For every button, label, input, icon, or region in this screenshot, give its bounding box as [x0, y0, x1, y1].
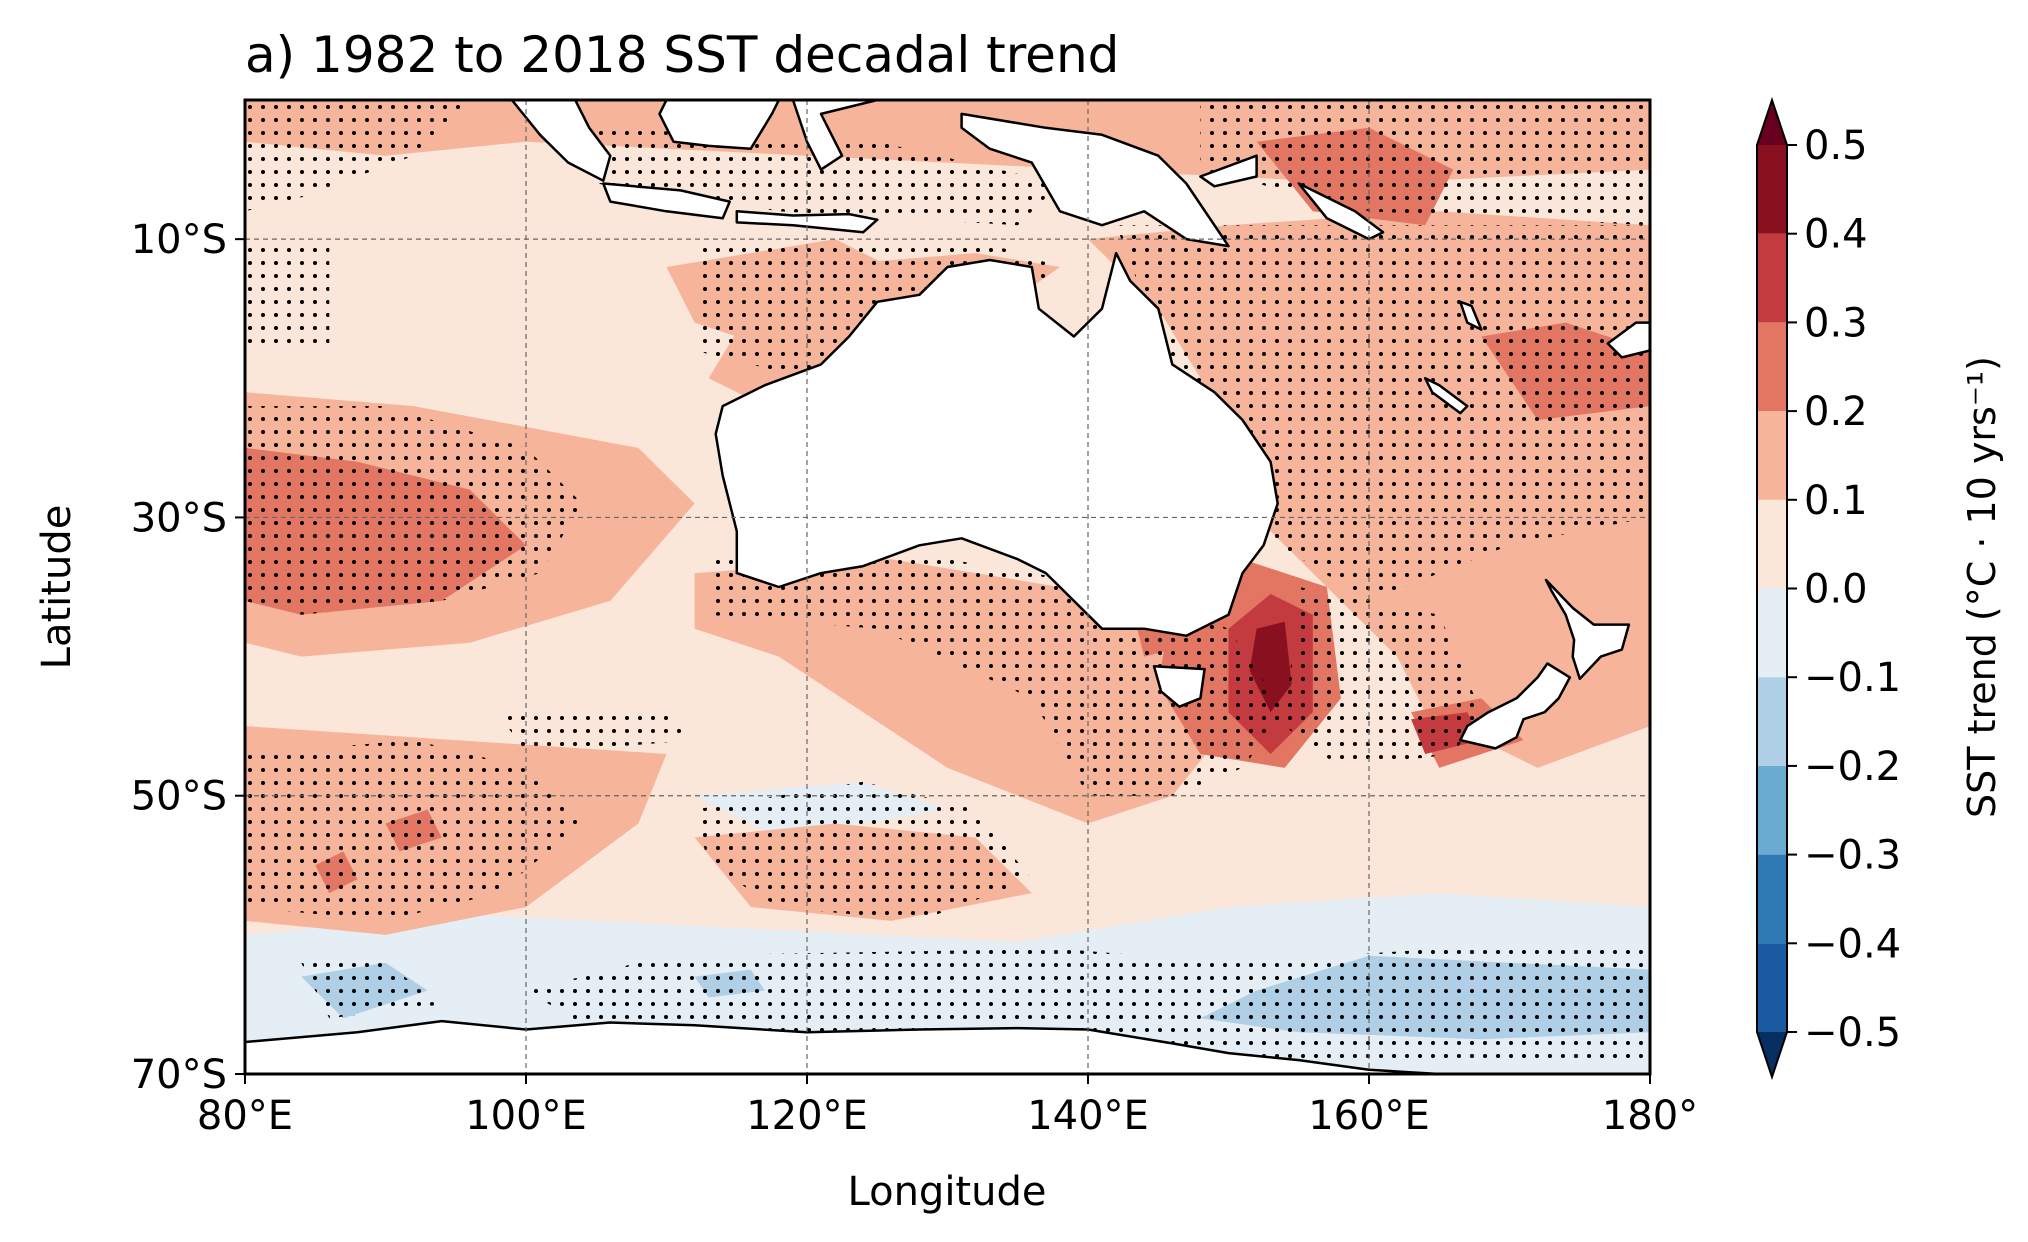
x-axis-ticks: 80°E 100°E 120°E 140°E 160°E 180° [197, 1074, 1698, 1139]
y-axis-label: Latitude [34, 505, 80, 670]
sulawesi-landmass [791, 100, 879, 171]
colorbar-tick-label-0: −0.5 [1804, 1010, 1901, 1056]
stipple-region-1 [245, 239, 330, 351]
colorbar-segment-2 [1757, 765, 1787, 855]
colorbar-segment-9 [1757, 145, 1787, 234]
x-tick-label-120: 120°E [746, 1093, 868, 1139]
y-tick-label-10: 10°S [131, 217, 227, 263]
stipple-region-9 [245, 740, 583, 921]
landmasses [245, 100, 1650, 1074]
map-panel [245, 100, 1650, 1074]
y-tick-label-50: 50°S [131, 774, 227, 820]
colorbar-tick-label-8: 0.3 [1804, 300, 1868, 346]
colorbar-tick-label-1: −0.4 [1804, 921, 1901, 967]
colorbar-segment-4 [1757, 588, 1787, 678]
map-frame [243, 98, 1652, 1076]
colorbar-segment-0 [1757, 943, 1787, 1032]
colorbar-segment-5 [1757, 499, 1787, 589]
y-tick-label-70: 70°S [131, 1052, 227, 1098]
colorbar-tick-label-3: −0.2 [1804, 744, 1901, 790]
nz-south-island [1459, 662, 1572, 750]
stipple-region-8 [1284, 587, 1482, 768]
colorbar-tick-label-2: −0.3 [1804, 833, 1901, 879]
colorbar-tick-label-6: 0.1 [1804, 478, 1868, 524]
x-tick-label-160: 160°E [1308, 1093, 1430, 1139]
new-guinea-landmass [960, 112, 1230, 248]
colorbar-segment-6 [1757, 411, 1787, 500]
colorbar: −0.5 −0.4 −0.3 −0.2 −0.1 0.0 0.1 0.2 0.3 0.4 0.5 [1756, 96, 1901, 1081]
colorbar-extend-min [1757, 1032, 1787, 1077]
colorbar-tick-label-4: −0.1 [1804, 655, 1901, 701]
antarctica-landmass [245, 1019, 1650, 1074]
x-tick-label-140: 140°E [1027, 1093, 1149, 1139]
colorbar-tick-label-7: 0.2 [1804, 389, 1868, 435]
x-tick-label-180: 180° [1602, 1093, 1698, 1139]
colorbar-segment-3 [1757, 677, 1787, 766]
stipple-region-0 [245, 100, 470, 212]
x-tick-label-80: 80°E [197, 1093, 293, 1139]
colorbar-segment-8 [1757, 233, 1787, 323]
colorbar-label: SST trend (°C · 10 yrs⁻¹) [1960, 356, 2004, 818]
colorbar-extend-max [1757, 100, 1787, 145]
stipple-region-13 [497, 712, 695, 754]
colorbar-tick-label-10: 0.5 [1804, 123, 1868, 169]
nz-north-island [1544, 578, 1631, 681]
colorbar-segment-7 [1757, 322, 1787, 412]
y-axis-ticks: 10°S 30°S 50°S 70°S [131, 217, 245, 1098]
chart-title: a) 1982 to 2018 SST decadal trend [245, 26, 1119, 84]
colorbar-tick-label-5: 0.0 [1804, 567, 1868, 613]
stipple-region-11 [301, 962, 442, 1019]
y-tick-label-30: 30°S [131, 495, 227, 541]
sumatra-landmass [510, 100, 612, 182]
vanuatu-islands [1459, 300, 1483, 331]
borneo-landmass [658, 100, 781, 150]
colorbar-tick-label-9: 0.4 [1804, 212, 1868, 258]
fiji-islands [1606, 321, 1650, 359]
java-landmass [602, 182, 731, 220]
x-axis-label: Longitude [848, 1169, 1047, 1215]
lat-lon-gridlines [245, 100, 1650, 1074]
x-tick-label-100: 100°E [465, 1093, 587, 1139]
australia-landmass [714, 251, 1279, 637]
tasmania-landmass [1152, 665, 1206, 708]
new-caledonia-landmass [1423, 377, 1469, 415]
stipple-region-10 [694, 781, 1032, 921]
solomon-islands [1297, 182, 1385, 241]
new-britain-landmass [1199, 154, 1258, 188]
colorbar-segment-1 [1757, 854, 1787, 944]
stipple-region-2 [245, 406, 583, 615]
